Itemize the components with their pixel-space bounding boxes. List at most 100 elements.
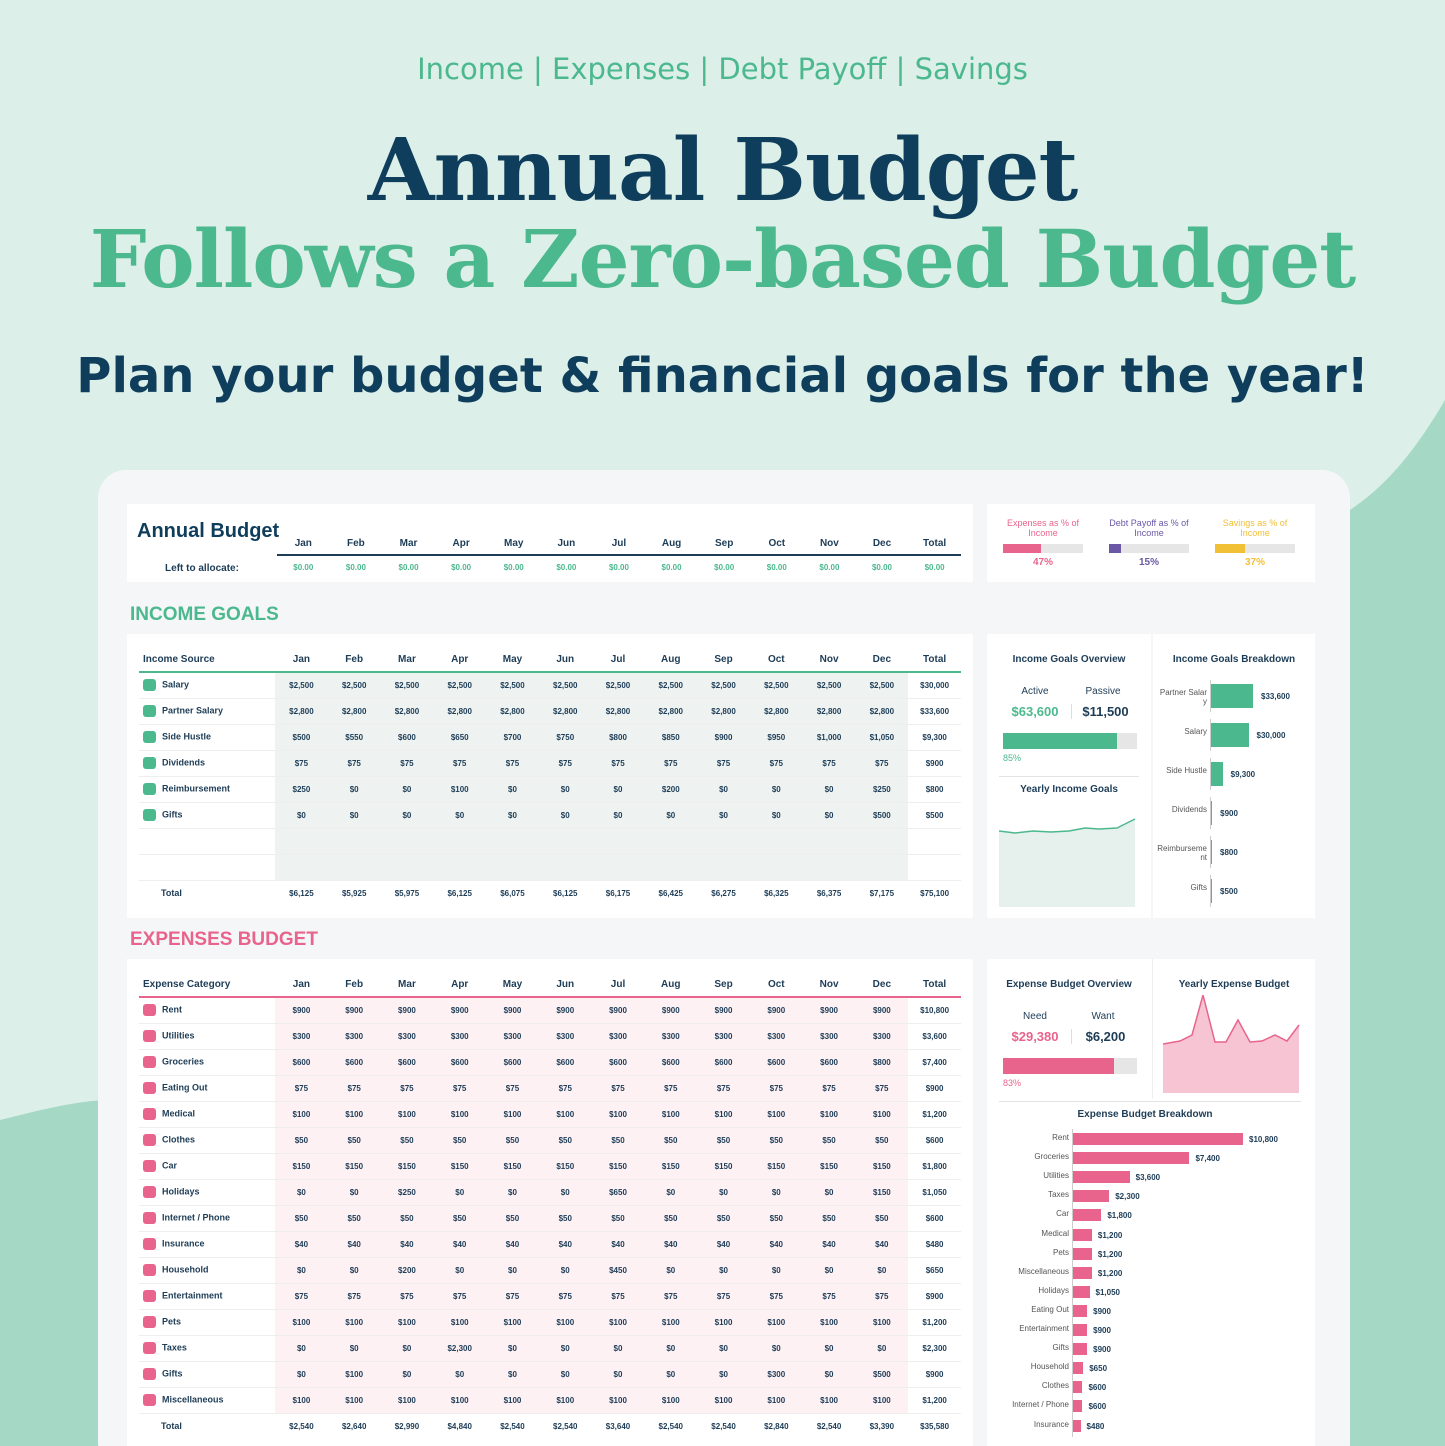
expenses-cell[interactable]: $75 bbox=[275, 1283, 328, 1309]
expenses-cell[interactable]: $900 bbox=[697, 997, 750, 1023]
income-cell[interactable]: $75 bbox=[538, 750, 592, 776]
expenses-cell[interactable]: $0 bbox=[538, 1335, 592, 1361]
income-cell[interactable]: $0 bbox=[802, 802, 856, 828]
expenses-cell[interactable]: $0 bbox=[433, 1179, 487, 1205]
income-cell[interactable]: $2,800 bbox=[802, 698, 856, 724]
income-cell[interactable]: $75 bbox=[697, 750, 750, 776]
expenses-cell[interactable]: $150 bbox=[486, 1153, 539, 1179]
expenses-cell[interactable]: $0 bbox=[644, 1361, 698, 1387]
income-cell[interactable]: $500 bbox=[925, 810, 944, 820]
expenses-cell[interactable]: $0 bbox=[486, 1361, 539, 1387]
expenses-cell[interactable]: $75 bbox=[433, 1075, 487, 1101]
expenses-cell[interactable]: $0 bbox=[486, 1257, 539, 1283]
income-cell[interactable]: $0 bbox=[697, 776, 750, 802]
expenses-cell[interactable]: $100 bbox=[486, 1101, 539, 1127]
expenses-cell[interactable]: $150 bbox=[855, 1153, 909, 1179]
expenses-cell[interactable]: $75 bbox=[855, 1075, 909, 1101]
expenses-cell[interactable]: $75 bbox=[697, 1075, 750, 1101]
income-cell[interactable]: $500 bbox=[855, 802, 909, 828]
expenses-cell[interactable]: $75 bbox=[327, 1075, 381, 1101]
income-cell[interactable]: $2,500 bbox=[433, 672, 487, 698]
expenses-cell[interactable]: $75 bbox=[538, 1075, 592, 1101]
expenses-cell[interactable]: $650 bbox=[925, 1265, 944, 1275]
expenses-cell[interactable]: $100 bbox=[275, 1101, 328, 1127]
expenses-cell[interactable]: $0 bbox=[697, 1361, 750, 1387]
income-cell[interactable]: $75 bbox=[327, 750, 381, 776]
expenses-cell[interactable]: $50 bbox=[327, 1127, 381, 1153]
income-cell[interactable]: $2,800 bbox=[327, 698, 381, 724]
expenses-cell[interactable]: $600 bbox=[925, 1213, 944, 1223]
expenses-cell[interactable]: $600 bbox=[802, 1049, 856, 1075]
expenses-cell[interactable]: $900 bbox=[925, 1369, 944, 1379]
income-cell[interactable]: $2,500 bbox=[538, 672, 592, 698]
left-to-allocate-value[interactable]: $0.00 bbox=[871, 563, 893, 572]
expenses-cell[interactable]: $50 bbox=[591, 1127, 645, 1153]
income-cell[interactable]: $2,500 bbox=[697, 672, 750, 698]
expenses-cell[interactable]: $100 bbox=[802, 1309, 856, 1335]
expenses-cell[interactable]: $0 bbox=[855, 1257, 909, 1283]
expenses-cell[interactable]: $50 bbox=[802, 1127, 856, 1153]
expenses-cell[interactable]: $0 bbox=[644, 1179, 698, 1205]
expenses-cell[interactable]: $40 bbox=[802, 1231, 856, 1257]
expenses-cell[interactable]: $0 bbox=[749, 1179, 803, 1205]
expenses-cell[interactable]: $0 bbox=[855, 1335, 909, 1361]
expenses-cell[interactable]: $100 bbox=[802, 1387, 856, 1413]
expenses-cell[interactable]: $0 bbox=[433, 1257, 487, 1283]
expenses-cell[interactable]: $40 bbox=[275, 1231, 328, 1257]
expenses-cell[interactable]: $900 bbox=[749, 997, 803, 1023]
expenses-cell[interactable]: $0 bbox=[275, 1179, 328, 1205]
expenses-cell[interactable]: $50 bbox=[275, 1205, 328, 1231]
income-cell[interactable]: $75 bbox=[486, 750, 539, 776]
income-cell[interactable]: $0 bbox=[433, 802, 487, 828]
expenses-cell[interactable]: $100 bbox=[644, 1387, 698, 1413]
expenses-cell[interactable]: $0 bbox=[802, 1361, 856, 1387]
income-cell[interactable]: $2,500 bbox=[591, 672, 645, 698]
income-cell[interactable]: $2,800 bbox=[538, 698, 592, 724]
income-cell[interactable]: $9,300 bbox=[922, 732, 947, 742]
expenses-cell[interactable]: $75 bbox=[591, 1075, 645, 1101]
expenses-cell[interactable]: $7,400 bbox=[922, 1057, 947, 1067]
expenses-cell[interactable]: $600 bbox=[538, 1049, 592, 1075]
expenses-cell[interactable]: $100 bbox=[380, 1101, 434, 1127]
expenses-cell[interactable]: $0 bbox=[327, 1257, 381, 1283]
expenses-cell[interactable]: $100 bbox=[327, 1387, 381, 1413]
expenses-cell[interactable]: $40 bbox=[433, 1231, 487, 1257]
expenses-cell[interactable]: $75 bbox=[644, 1075, 698, 1101]
expenses-cell[interactable]: $0 bbox=[433, 1361, 487, 1387]
expenses-cell[interactable]: $100 bbox=[380, 1309, 434, 1335]
expenses-cell[interactable]: $75 bbox=[591, 1283, 645, 1309]
expenses-cell[interactable]: $50 bbox=[538, 1127, 592, 1153]
income-cell[interactable]: $2,500 bbox=[380, 672, 434, 698]
income-cell[interactable]: $700 bbox=[486, 724, 539, 750]
income-cell[interactable]: $2,500 bbox=[327, 672, 381, 698]
income-cell[interactable]: $0 bbox=[275, 802, 328, 828]
expenses-cell[interactable]: $100 bbox=[433, 1387, 487, 1413]
expenses-cell[interactable]: $450 bbox=[591, 1257, 645, 1283]
expenses-cell[interactable]: $100 bbox=[275, 1309, 328, 1335]
expenses-cell[interactable]: $50 bbox=[538, 1205, 592, 1231]
expenses-cell[interactable]: $600 bbox=[327, 1049, 381, 1075]
expenses-cell[interactable]: $75 bbox=[697, 1283, 750, 1309]
income-cell[interactable]: $900 bbox=[697, 724, 750, 750]
expenses-cell[interactable]: $0 bbox=[802, 1257, 856, 1283]
income-cell[interactable]: $75 bbox=[275, 750, 328, 776]
expenses-cell[interactable]: $900 bbox=[433, 997, 487, 1023]
expenses-cell[interactable]: $200 bbox=[380, 1257, 434, 1283]
expenses-cell[interactable]: $75 bbox=[802, 1283, 856, 1309]
expenses-cell[interactable]: $50 bbox=[855, 1205, 909, 1231]
expenses-cell[interactable]: $150 bbox=[802, 1153, 856, 1179]
income-cell[interactable]: $75 bbox=[644, 750, 698, 776]
expenses-cell[interactable]: $0 bbox=[486, 1335, 539, 1361]
expenses-cell[interactable]: $150 bbox=[433, 1153, 487, 1179]
expenses-cell[interactable]: $100 bbox=[644, 1309, 698, 1335]
expenses-cell[interactable]: $75 bbox=[802, 1075, 856, 1101]
expenses-cell[interactable]: $150 bbox=[380, 1153, 434, 1179]
expenses-cell[interactable]: $100 bbox=[697, 1309, 750, 1335]
expenses-cell[interactable]: $1,200 bbox=[922, 1395, 947, 1405]
expenses-cell[interactable]: $900 bbox=[591, 997, 645, 1023]
expenses-cell[interactable]: $40 bbox=[380, 1231, 434, 1257]
expenses-cell[interactable]: $100 bbox=[697, 1101, 750, 1127]
income-cell[interactable]: $950 bbox=[749, 724, 803, 750]
expenses-cell[interactable]: $900 bbox=[538, 997, 592, 1023]
income-cell[interactable]: $0 bbox=[538, 802, 592, 828]
